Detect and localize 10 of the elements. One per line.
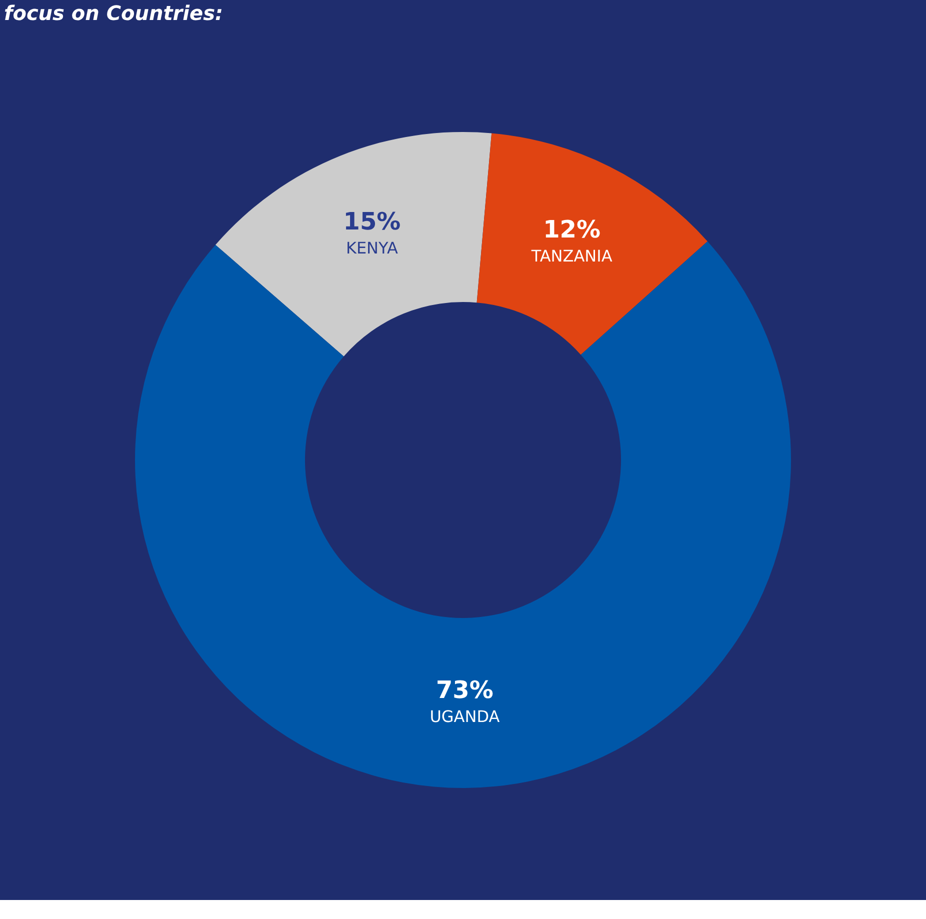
data-label: 73%	[436, 676, 494, 704]
donut-slice	[215, 132, 492, 356]
slice-label: UGANDA	[430, 706, 500, 726]
donut-slice	[135, 241, 791, 788]
slice-label: KENYA	[346, 238, 398, 258]
data-label: 12%	[543, 216, 601, 244]
donut-slice	[476, 133, 708, 355]
slice-label: TANZANIA	[530, 246, 612, 266]
data-label: 15%	[343, 208, 401, 236]
chart-title: focus on Countries:	[4, 1, 223, 25]
